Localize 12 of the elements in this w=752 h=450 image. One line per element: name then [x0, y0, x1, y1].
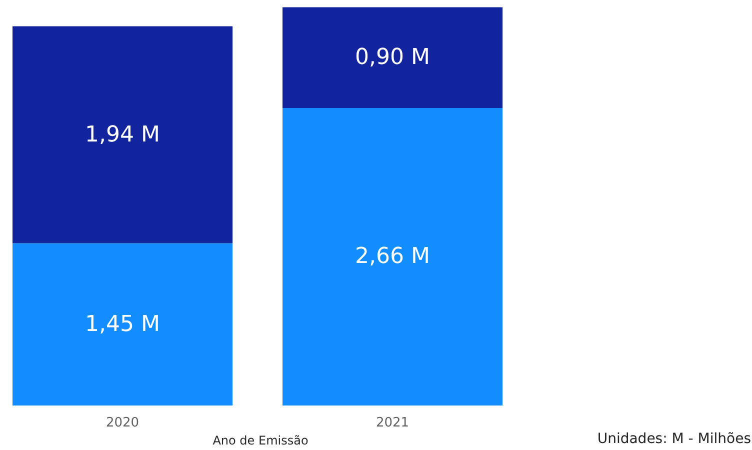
x-axis-title: Ano de Emissão — [212, 434, 308, 448]
data-label: 1,45 M — [85, 312, 160, 337]
bar — [282, 108, 503, 406]
bar — [12, 26, 233, 244]
data-label: 1,94 M — [85, 122, 160, 148]
bar — [282, 7, 503, 108]
x-tick-label: 2021 — [376, 416, 410, 430]
bar — [12, 243, 233, 406]
data-label: 2,66 M — [355, 244, 430, 270]
data-label: 0,90 M — [355, 45, 430, 70]
text: Unidades: M - Milhões — [597, 430, 751, 449]
x-tick-label: 2020 — [106, 416, 140, 430]
